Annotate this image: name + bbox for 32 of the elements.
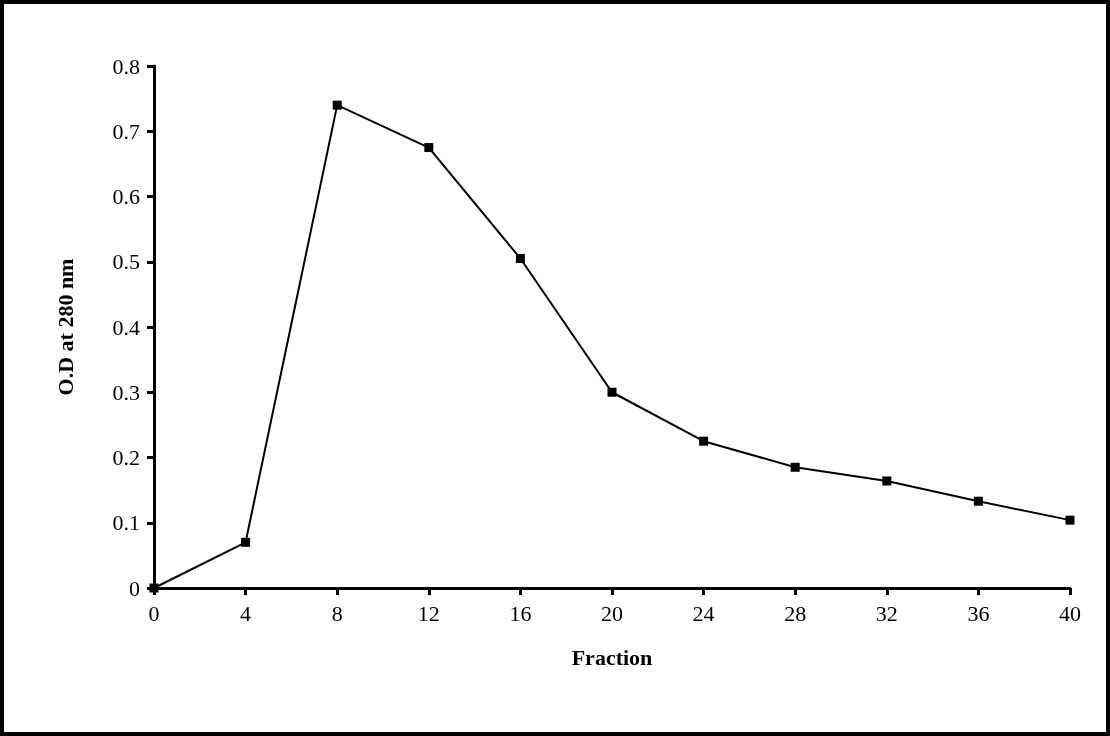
point (607, 387, 617, 397)
x-axis-title: Fraction (571, 644, 653, 670)
point (1065, 515, 1075, 525)
y-tick-label: 0.3 (112, 379, 140, 405)
x-tick-label: 4 (240, 600, 252, 626)
point (515, 253, 525, 263)
y-tick-label: 0.5 (112, 249, 140, 275)
y-tick-label: 0 (129, 575, 140, 601)
point (241, 537, 251, 547)
point (699, 436, 709, 446)
x-tick-label: 36 (967, 600, 990, 626)
point (790, 462, 800, 472)
y-tick-label: 0.6 (112, 184, 140, 209)
point (882, 476, 892, 486)
x-tick-label: 32 (875, 600, 898, 626)
y-tick-label: 0.2 (112, 445, 140, 470)
x-tick-label: 0 (148, 600, 160, 626)
x-tick-label: 20 (601, 600, 623, 626)
point (424, 143, 434, 153)
x-tick-label: 28 (784, 600, 807, 626)
point (332, 100, 342, 110)
x-tick-label: 8 (331, 600, 343, 626)
y-tick-label: 0.1 (112, 510, 140, 536)
y-tick-label: 0.7 (112, 118, 140, 144)
y-tick-label: 0.4 (112, 314, 140, 340)
y-axis-title: O.D at 280 nm (52, 258, 78, 396)
y-tick-label: 0.8 (112, 53, 140, 79)
x-tick-label: 40 (1059, 600, 1081, 626)
x-tick-label: 16 (509, 600, 532, 626)
point (973, 496, 983, 506)
x-tick-label: 24 (692, 600, 715, 626)
x-tick-label: 12 (417, 600, 440, 626)
